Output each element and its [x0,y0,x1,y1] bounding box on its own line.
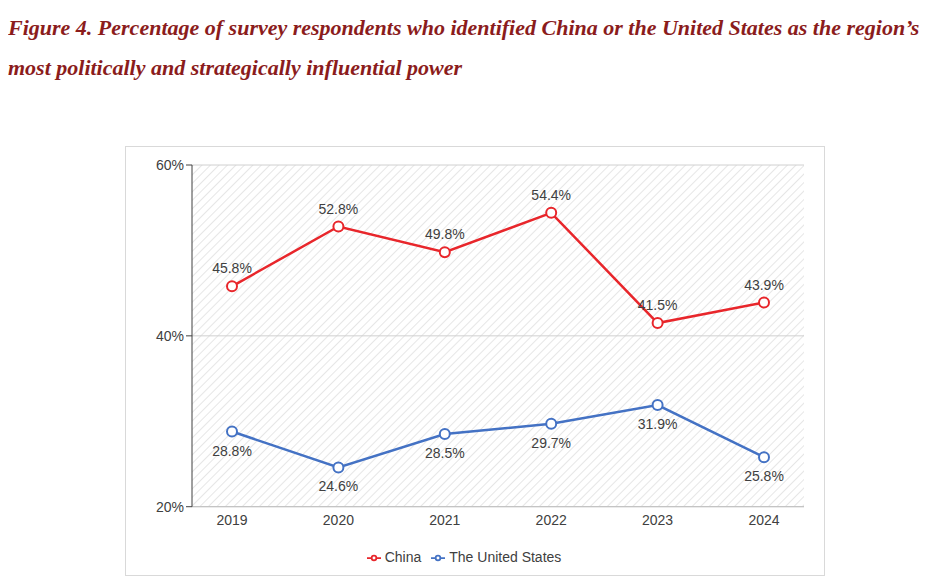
html-text:China: China [384,548,422,565]
svg-text:41.5%: 41.5% [638,297,678,313]
svg-text:2024: 2024 [748,512,779,528]
svg-text:29.7%: 29.7% [531,435,571,451]
svg-text:24.6%: 24.6% [319,478,359,494]
svg-text:2021: 2021 [429,512,460,528]
html-text:The United States: The United States [449,548,562,565]
svg-text:52.8%: 52.8% [319,201,359,217]
svg-text:31.9%: 31.9% [638,416,678,432]
svg-text:54.4%: 54.4% [531,187,571,203]
svg-text:2020: 2020 [323,512,354,528]
svg-text:2019: 2019 [216,512,247,528]
svg-text:60%: 60% [156,157,184,173]
svg-text:40%: 40% [156,328,184,344]
html-text:Figure 4. Percentage of survey: Figure 4. Percentage of survey responden… [8,15,920,80]
svg-text:49.8%: 49.8% [425,226,465,242]
svg-text:2023: 2023 [642,512,673,528]
svg-text:2022: 2022 [536,512,567,528]
svg-text:25.8%: 25.8% [744,468,784,484]
svg-text:45.8%: 45.8% [212,260,252,276]
svg-text:28.8%: 28.8% [212,443,252,459]
svg-text:20%: 20% [156,499,184,515]
svg-text:43.9%: 43.9% [744,277,784,293]
svg-text:28.5%: 28.5% [425,445,465,461]
